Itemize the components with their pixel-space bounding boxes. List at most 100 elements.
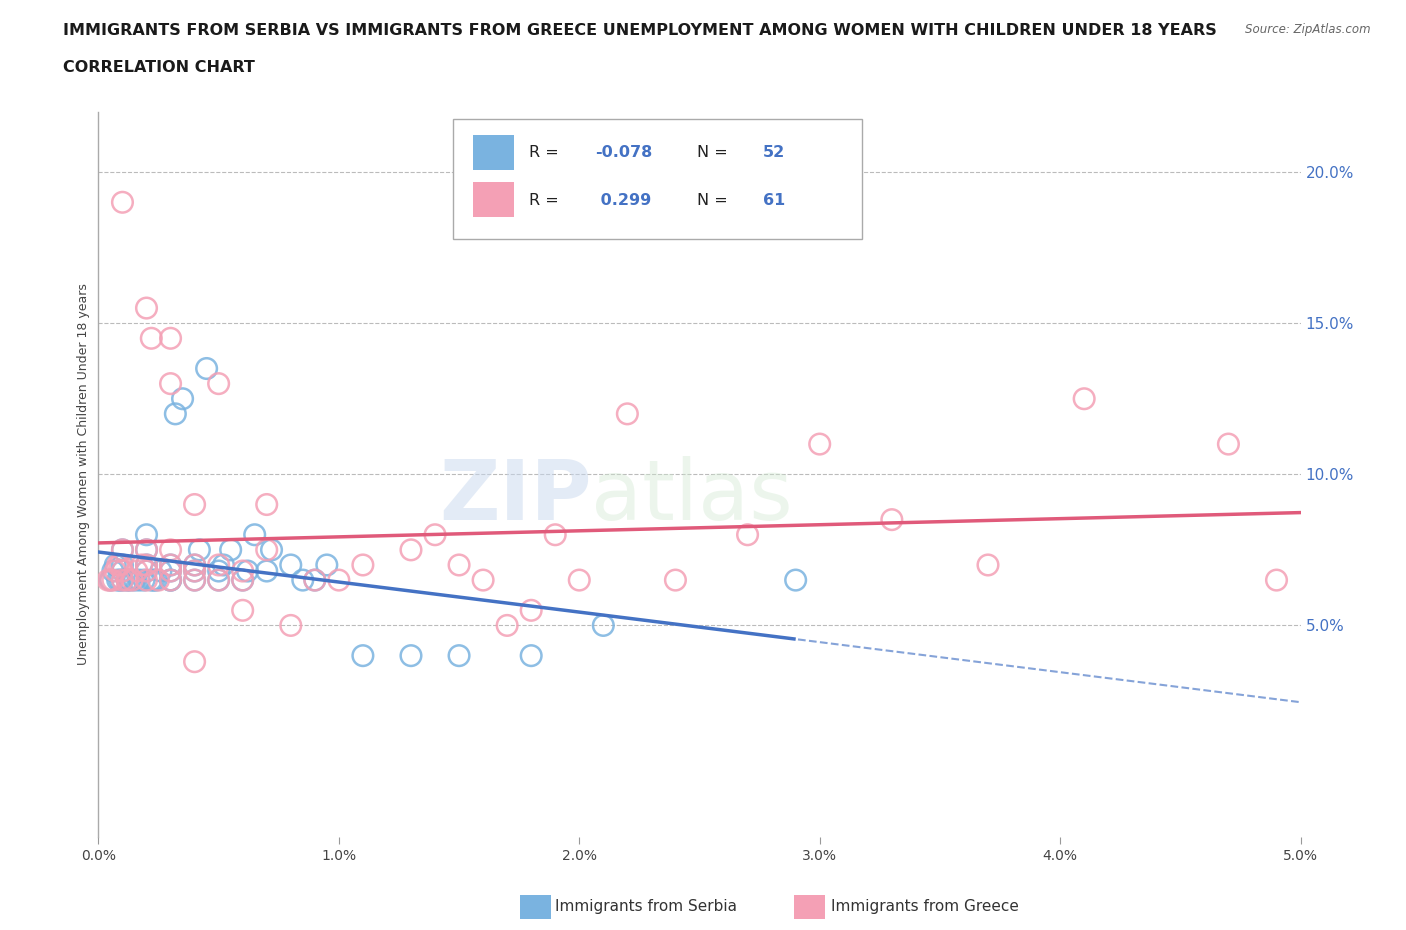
Point [125, 564, 148, 578]
Point [159, 573, 181, 588]
Point [208, 573, 231, 588]
Text: N =: N = [697, 145, 733, 161]
Point [124, 573, 146, 588]
Point [135, 558, 157, 573]
Point [107, 573, 129, 588]
Point [304, 573, 326, 588]
Point [243, 527, 266, 542]
Point [159, 573, 181, 588]
Point [111, 564, 134, 578]
Point [208, 564, 231, 578]
Point [111, 542, 134, 557]
Point [664, 573, 686, 588]
Point [148, 573, 170, 588]
Point [159, 558, 181, 573]
Point [111, 542, 134, 557]
Point [159, 542, 181, 557]
Text: 61: 61 [763, 193, 786, 208]
Point [121, 573, 143, 588]
Point [544, 527, 567, 542]
Point [352, 648, 374, 663]
Point [447, 648, 470, 663]
Text: ZIP: ZIP [439, 456, 592, 537]
Y-axis label: Unemployment Among Women with Children Under 18 years: Unemployment Among Women with Children U… [77, 284, 90, 665]
Point [212, 558, 235, 573]
Point [880, 512, 903, 527]
Point [232, 573, 254, 588]
Point [159, 331, 181, 346]
Point [260, 542, 283, 557]
FancyBboxPatch shape [453, 119, 862, 239]
Text: CORRELATION CHART: CORRELATION CHART [63, 60, 254, 75]
Point [101, 564, 124, 578]
Text: Source: ZipAtlas.com: Source: ZipAtlas.com [1246, 23, 1371, 36]
Point [496, 618, 519, 633]
Point [195, 361, 218, 376]
Point [149, 564, 172, 578]
Point [399, 648, 422, 663]
Text: IMMIGRANTS FROM SERBIA VS IMMIGRANTS FROM GREECE UNEMPLOYMENT AMONG WOMEN WITH C: IMMIGRANTS FROM SERBIA VS IMMIGRANTS FRO… [63, 23, 1218, 38]
Point [315, 558, 337, 573]
Point [135, 542, 157, 557]
Point [447, 558, 470, 573]
Point [785, 573, 807, 588]
Text: R =: R = [529, 145, 564, 161]
Point [135, 527, 157, 542]
Point [256, 542, 278, 557]
Point [145, 573, 167, 588]
Point [183, 573, 205, 588]
Point [135, 542, 157, 557]
Point [128, 573, 150, 588]
Point [183, 564, 205, 578]
Point [118, 573, 141, 588]
Point [423, 527, 446, 542]
Point [100, 573, 122, 588]
Point [219, 542, 242, 557]
Point [117, 573, 139, 588]
Point [737, 527, 759, 542]
Point [111, 195, 134, 210]
Point [159, 564, 181, 578]
Point [183, 558, 205, 573]
Point [399, 542, 422, 557]
Point [100, 573, 122, 588]
Point [208, 573, 231, 588]
Point [101, 573, 124, 588]
Point [280, 618, 302, 633]
FancyBboxPatch shape [474, 135, 515, 169]
Point [165, 406, 187, 421]
Point [280, 558, 302, 573]
Point [142, 573, 165, 588]
Point [1073, 392, 1095, 406]
Point [304, 573, 326, 588]
Point [159, 573, 181, 588]
Point [97, 573, 120, 588]
Point [135, 564, 157, 578]
Point [352, 558, 374, 573]
Text: Immigrants from Greece: Immigrants from Greece [831, 899, 1019, 914]
Point [132, 573, 155, 588]
Text: N =: N = [697, 193, 733, 208]
Point [208, 377, 231, 392]
Point [135, 564, 157, 578]
Text: Immigrants from Serbia: Immigrants from Serbia [555, 899, 737, 914]
Point [131, 558, 153, 573]
Point [236, 564, 259, 578]
Point [104, 558, 127, 573]
Point [117, 573, 139, 588]
Point [111, 558, 134, 573]
Point [111, 564, 134, 578]
Point [107, 558, 129, 573]
Text: 0.299: 0.299 [595, 193, 651, 208]
Point [568, 573, 591, 588]
Text: -0.078: -0.078 [595, 145, 652, 161]
Point [520, 648, 543, 663]
Text: atlas: atlas [592, 456, 793, 537]
Point [592, 618, 614, 633]
Point [159, 558, 181, 573]
Point [172, 392, 194, 406]
Point [183, 564, 205, 578]
Point [183, 558, 205, 573]
Point [108, 558, 131, 573]
Point [256, 498, 278, 512]
